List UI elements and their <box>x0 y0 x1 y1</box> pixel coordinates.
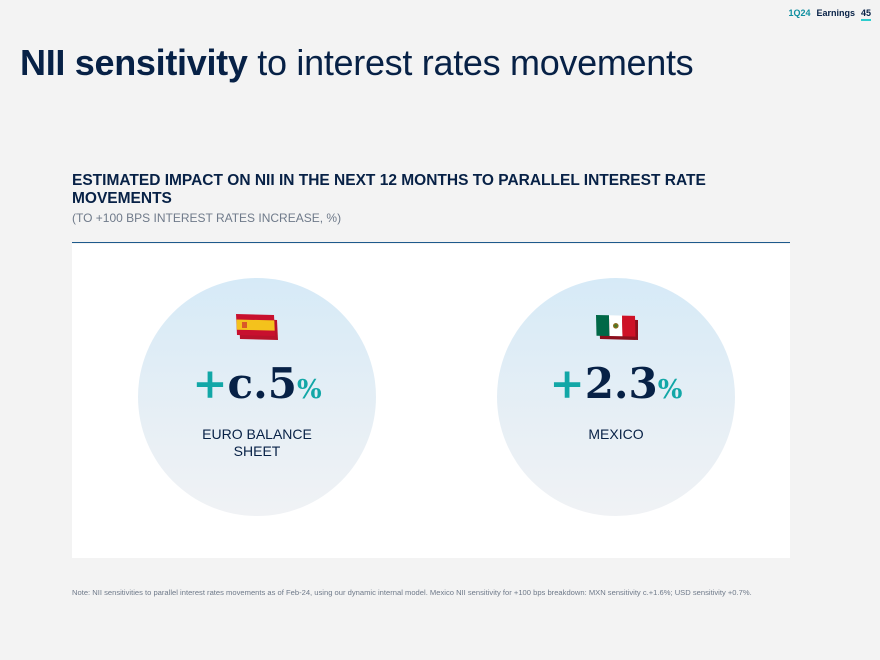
mexico-metric-circle: +2.3% MEXICO <box>497 278 735 516</box>
page-title: NII sensitivity to interest rates moveme… <box>20 42 694 84</box>
spain-flag-icon <box>235 312 279 342</box>
section-subheading: (TO +100 BPS INTEREST RATES INCREASE, %) <box>72 211 342 225</box>
section-heading: ESTIMATED IMPACT ON NII IN THE NEXT 12 M… <box>72 172 706 207</box>
mexico-number: 2.3 <box>584 359 658 408</box>
mexico-label: MEXICO <box>588 426 644 442</box>
divider <box>72 242 790 243</box>
metrics-panel: +c.5% EURO BALANCE SHEET +2.3% MEXICO <box>72 244 790 558</box>
title-rest: to interest rates movements <box>247 42 694 83</box>
euro-metric-circle: +c.5% EURO BALANCE SHEET <box>138 278 376 516</box>
euro-plus: + <box>192 359 228 408</box>
euro-unit: % <box>296 375 322 405</box>
mexico-flag-icon <box>594 312 638 342</box>
euro-value: +c.5% <box>192 362 321 412</box>
euro-number: c.5 <box>227 359 297 408</box>
footnote: Note: NII sensitivities to parallel inte… <box>72 588 752 597</box>
page-header: 1Q24 Earnings 45 <box>788 8 871 21</box>
quarter-label: 1Q24 <box>788 8 811 18</box>
mexico-unit: % <box>657 375 683 405</box>
euro-label: EURO BALANCE SHEET <box>202 426 312 459</box>
mexico-value: +2.3% <box>550 362 683 412</box>
title-bold: NII sensitivity <box>20 42 248 83</box>
earnings-label: Earnings <box>816 8 855 18</box>
page-number: 45 <box>860 8 871 21</box>
mexico-plus: + <box>549 359 585 408</box>
